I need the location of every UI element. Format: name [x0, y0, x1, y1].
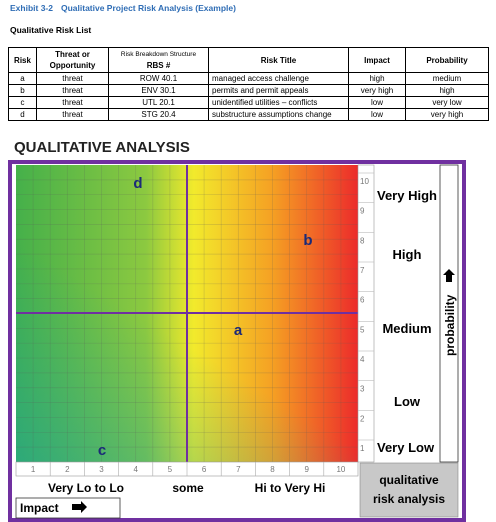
probability-axis	[439, 164, 459, 463]
probability-tick: 5	[360, 325, 365, 334]
probability-level: Low	[394, 394, 421, 409]
probability-tick: 7	[360, 266, 365, 275]
impact-label: Impact	[20, 501, 59, 515]
probability-level: Medium	[382, 321, 431, 336]
exhibit-title: Qualitative Project Risk Analysis (Examp…	[60, 3, 236, 13]
impact-tick: 1	[31, 465, 36, 474]
probability-tick: 4	[360, 355, 365, 364]
impact-tick: 2	[65, 465, 70, 474]
table-cell: low	[348, 108, 406, 121]
probability-tick: 3	[360, 385, 365, 394]
analysis-title: QUALITATIVE ANALYSIS	[14, 139, 190, 156]
impact-level: Very Lo to Lo	[48, 481, 124, 495]
table-cell: d	[8, 108, 37, 121]
impact-level: Hi to Very Hi	[255, 481, 326, 495]
column-header-text: Risk Breakdown Structure	[120, 51, 197, 58]
impact-tick: 3	[99, 465, 104, 474]
column-subheader: RBS #	[146, 61, 171, 70]
legend-line: risk analysis	[373, 492, 445, 506]
risk-table: Risk Threat or Opportunity Risk Breakdown …	[8, 47, 489, 121]
column-header-text: Probability	[426, 55, 468, 65]
risk-point: d	[133, 175, 142, 192]
risk-point: c	[98, 442, 106, 459]
column-header-text: Risk	[14, 55, 31, 65]
probability-arrow	[443, 269, 455, 282]
column-header-text: Risk Title	[260, 55, 297, 65]
table-row: d threat STG 20.4 substructure assumptions …	[8, 108, 489, 121]
column-header-text: Impact	[364, 55, 390, 65]
impact-tick: 4	[133, 465, 138, 474]
probability-tick: 1	[360, 444, 365, 453]
impact-tick: 8	[270, 465, 275, 474]
impact-tick: 9	[304, 465, 309, 474]
impact-tick: 5	[168, 465, 173, 474]
table-cell: STG 20.4	[108, 108, 209, 121]
probability-level: Very Low	[377, 440, 435, 455]
exhibit-header: Exhibit 3-2 Qualitative Project Risk Anal…	[10, 3, 236, 13]
table-row: c threat UTL 20.1 unidentified utilities – …	[8, 96, 489, 109]
probability-tick: 9	[360, 207, 365, 216]
probability-level: Very High	[377, 188, 437, 203]
probability-label: probability	[443, 294, 457, 356]
header-row: Risk Threat or Opportunity Risk Breakdown …	[8, 47, 489, 73]
impact-level: some	[172, 481, 204, 495]
probability-tick: 6	[360, 296, 365, 305]
column-header: Risk	[8, 47, 37, 73]
column-header: Probability	[405, 47, 489, 73]
impact-tick: 7	[236, 465, 241, 474]
impact-tick: 10	[336, 465, 345, 474]
table-row: a threat ROW 40.1 managed access challenge h…	[8, 72, 489, 85]
impact-axis-box	[15, 497, 121, 519]
impact-arrow	[72, 501, 87, 513]
probability-tick: 10	[360, 177, 369, 186]
probability-tick: 2	[360, 414, 365, 423]
risk-point: b	[303, 232, 312, 249]
legend-text: qualitative risk analysis	[373, 473, 445, 506]
table-cell: very high	[405, 108, 489, 121]
risk-point: a	[234, 322, 243, 339]
column-header-text: Threat or Opportunity	[49, 50, 96, 70]
probability-scale	[357, 164, 375, 463]
probability-level: High	[393, 247, 422, 262]
probability-tick: 8	[360, 236, 365, 245]
impact-tick: 6	[202, 465, 207, 474]
legend-box	[359, 462, 459, 518]
table-body: a threat ROW 40.1 managed access challenge h…	[8, 72, 489, 121]
list-title: Qualitative Risk List	[10, 25, 92, 35]
legend-line: qualitative	[379, 473, 439, 487]
exhibit-number: Exhibit 3-2	[10, 3, 53, 13]
